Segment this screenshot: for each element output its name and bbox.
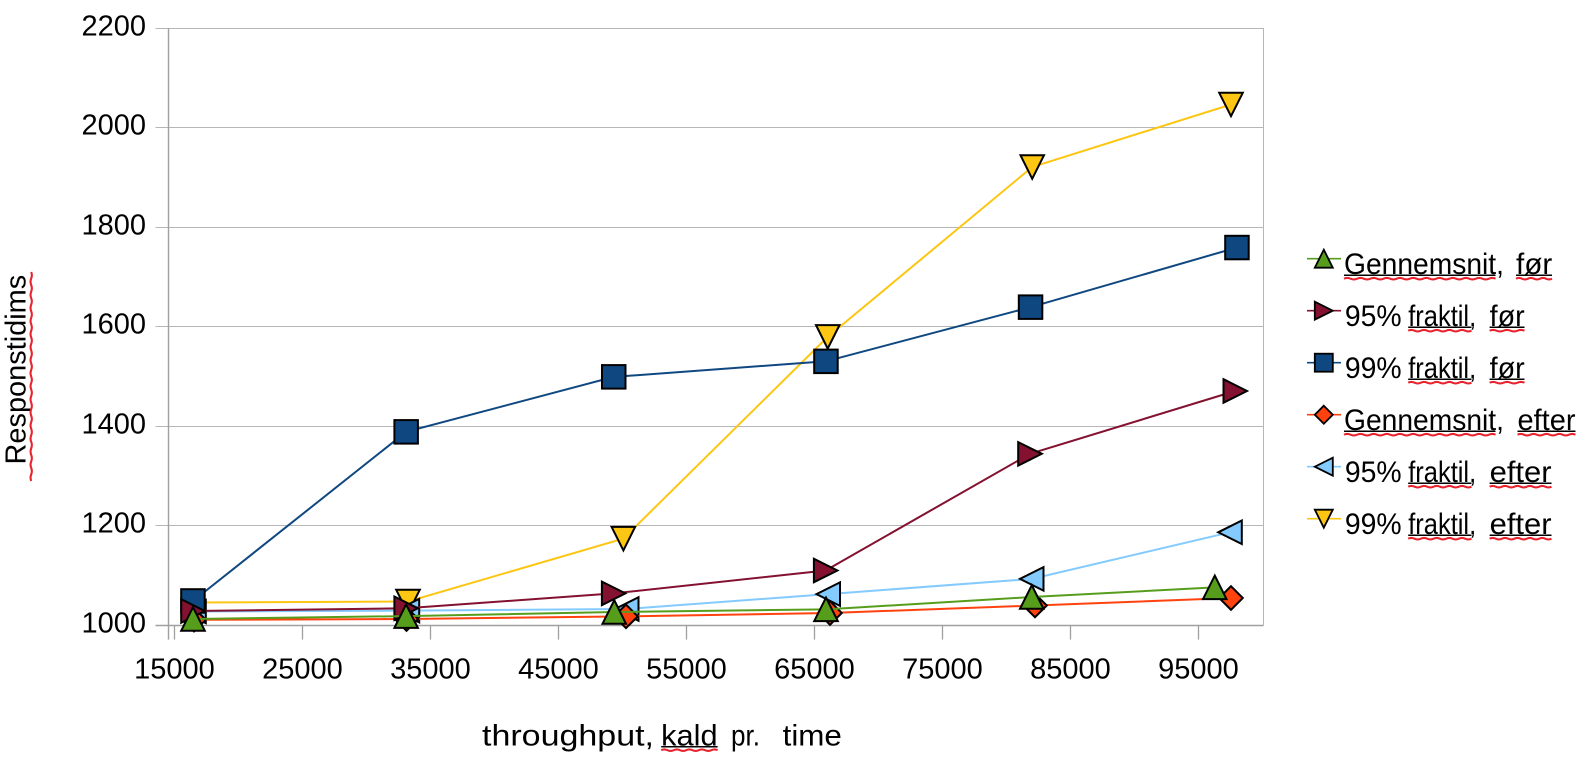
svg-text:throughput,: throughput, — [482, 720, 654, 753]
svg-text:efter: efter — [1490, 508, 1552, 541]
svg-text:1200: 1200 — [81, 508, 146, 540]
svg-text:før: før — [1490, 300, 1525, 333]
svg-text:1000: 1000 — [81, 608, 146, 640]
svg-text:før: før — [1516, 248, 1552, 281]
svg-text:fraktil,: fraktil, — [1408, 352, 1476, 385]
svg-text:75000: 75000 — [902, 654, 983, 686]
svg-text:95000: 95000 — [1158, 654, 1239, 686]
svg-text:Gennemsnit,: Gennemsnit, — [1344, 248, 1504, 281]
svg-text:55000: 55000 — [646, 654, 727, 686]
svg-text:95%: 95% — [1345, 300, 1402, 333]
svg-text:99%: 99% — [1345, 352, 1402, 385]
svg-text:fraktil,: fraktil, — [1408, 456, 1476, 489]
svg-text:time: time — [783, 720, 842, 753]
svg-text:1800: 1800 — [81, 210, 146, 242]
svg-text:kald: kald — [661, 720, 717, 753]
svg-text:65000: 65000 — [774, 654, 855, 686]
svg-text:efter: efter — [1490, 456, 1552, 489]
svg-text:fraktil,: fraktil, — [1408, 508, 1476, 541]
svg-text:15000: 15000 — [134, 654, 215, 686]
svg-text:99%: 99% — [1345, 508, 1402, 541]
svg-text:efter: efter — [1518, 404, 1576, 437]
svg-text:1600: 1600 — [81, 309, 146, 341]
svg-text:35000: 35000 — [390, 654, 471, 686]
svg-text:pr.: pr. — [731, 720, 760, 753]
svg-text:fraktil,: fraktil, — [1408, 300, 1476, 333]
svg-text:2200: 2200 — [81, 11, 146, 43]
svg-text:Responstidims: Responstidims — [1, 275, 33, 465]
svg-text:før: før — [1490, 352, 1525, 385]
svg-text:95%: 95% — [1345, 456, 1402, 489]
svg-text:25000: 25000 — [262, 654, 343, 686]
svg-text:85000: 85000 — [1030, 654, 1111, 686]
svg-text:Gennemsnit,: Gennemsnit, — [1344, 404, 1504, 437]
svg-text:1400: 1400 — [81, 409, 146, 441]
svg-text:45000: 45000 — [518, 654, 599, 686]
svg-text:2000: 2000 — [81, 110, 146, 142]
